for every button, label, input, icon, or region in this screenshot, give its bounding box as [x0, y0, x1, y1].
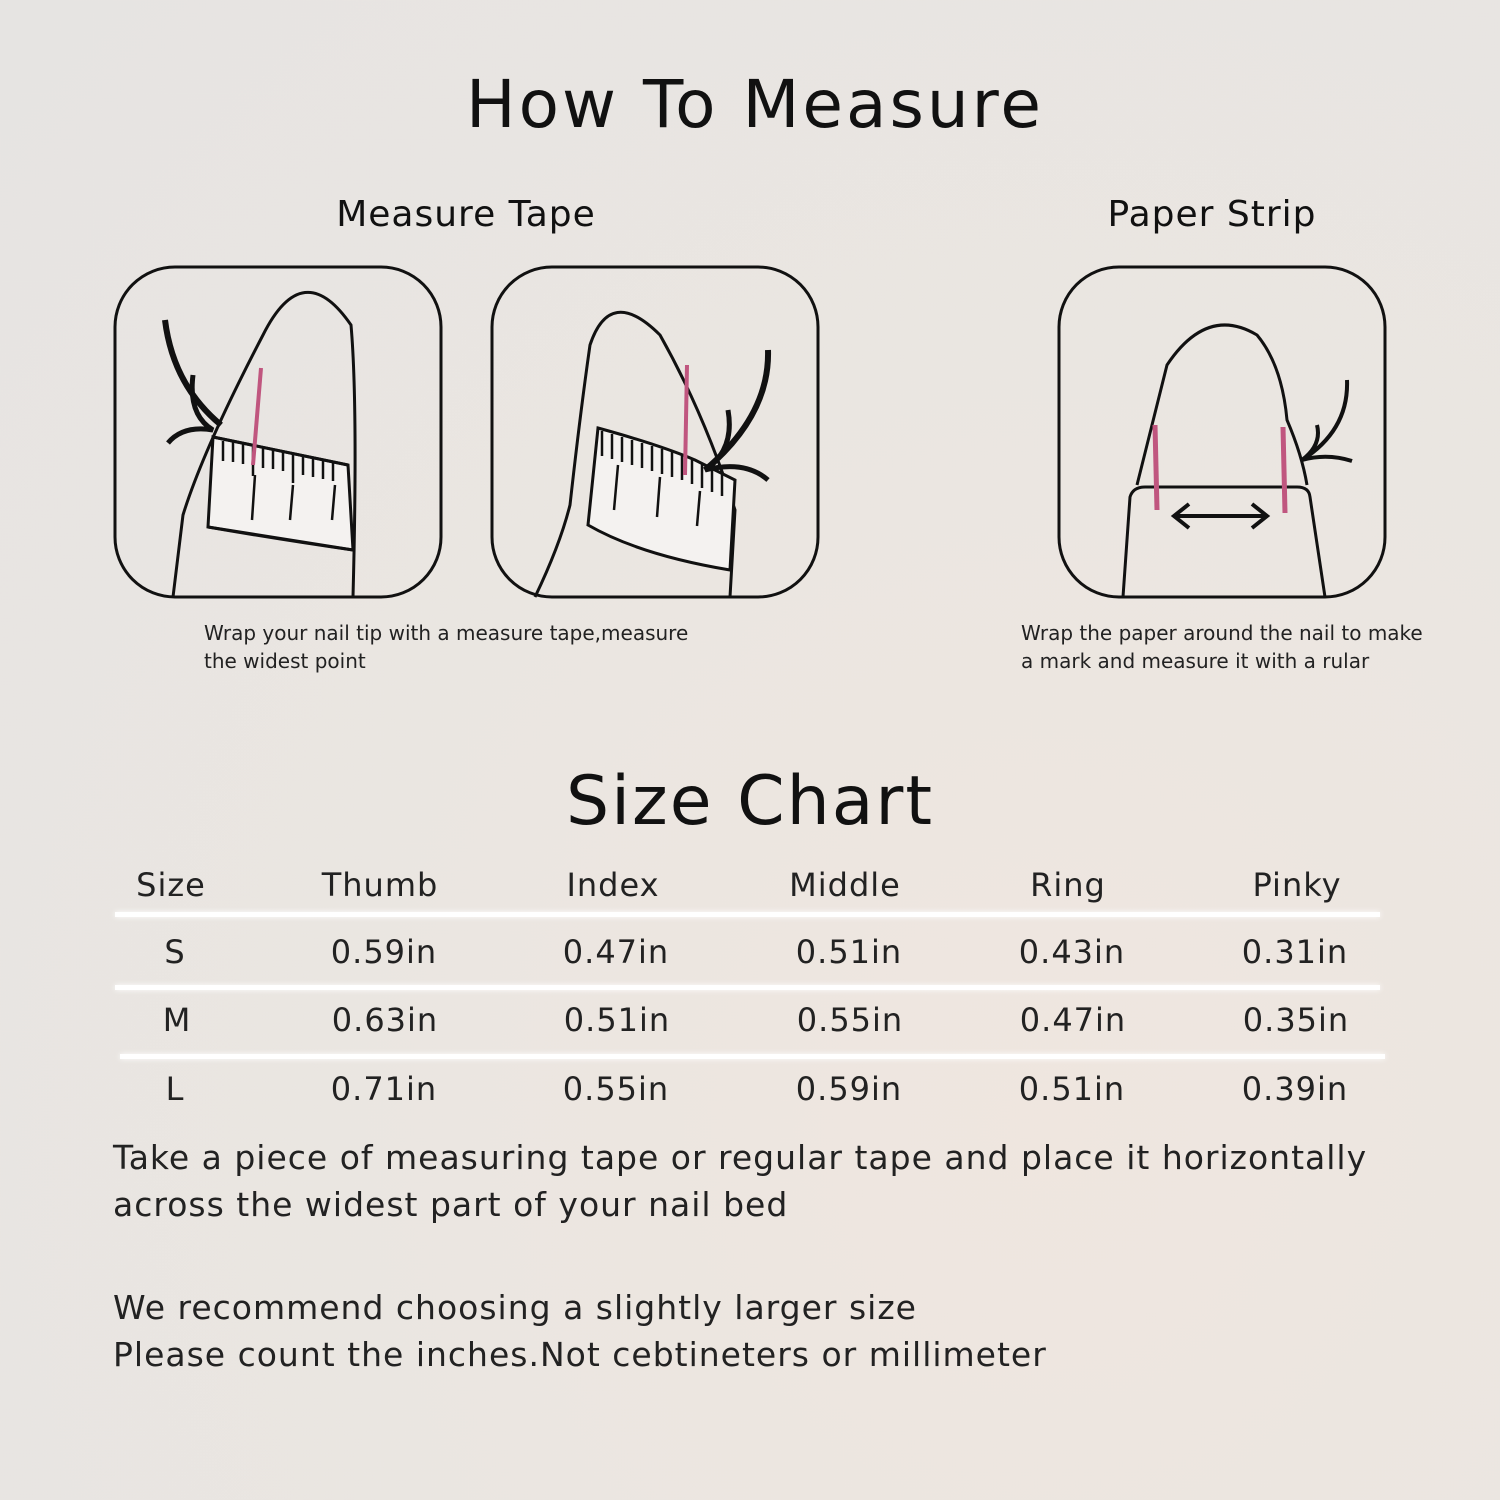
cell-size: M — [162, 1001, 192, 1039]
header-size: Size — [136, 866, 206, 904]
cell-ring: 0.43in — [1018, 933, 1126, 971]
paper-strip-heading: Paper Strip — [1107, 194, 1317, 235]
size-recommendation: We recommend choosing a slightly larger … — [113, 1284, 1047, 1378]
cell-thumb: 0.71in — [330, 1070, 438, 1108]
cell-middle: 0.59in — [795, 1070, 903, 1108]
size-chart-title: Size Chart — [565, 762, 935, 841]
table-header: Size Thumb Index Middle Ring Pinky — [0, 866, 1500, 906]
header-ring: Ring — [1030, 866, 1106, 904]
caption-line: Wrap your nail tip with a measure tape,m… — [204, 621, 689, 645]
header-pinky: Pinky — [1252, 866, 1342, 904]
table-row: L 0.71in 0.55in 0.59in 0.51in 0.39in — [0, 1070, 1500, 1110]
page-title: How To Measure — [466, 66, 1044, 143]
cell-thumb: 0.63in — [331, 1001, 439, 1039]
table-row: M 0.63in 0.51in 0.55in 0.47in 0.35in — [0, 1001, 1500, 1041]
tape-instructions: Take a piece of measuring tape or regula… — [113, 1134, 1367, 1228]
caption-line: a mark and measure it with a rular — [1021, 649, 1370, 673]
note-line: We recommend choosing a slightly larger … — [113, 1288, 917, 1327]
table-row: S 0.59in 0.47in 0.51in 0.43in 0.31in — [0, 933, 1500, 973]
divider — [115, 985, 1380, 990]
header-thumb: Thumb — [321, 866, 439, 904]
cell-pinky: 0.35in — [1242, 1001, 1350, 1039]
caption-line: Wrap the paper around the nail to make — [1021, 621, 1423, 645]
cell-size: S — [164, 933, 186, 971]
paper-strip-illustration — [1057, 265, 1387, 599]
divider — [115, 912, 1380, 917]
cell-middle: 0.51in — [795, 933, 903, 971]
cell-size: L — [165, 1070, 185, 1108]
cell-pinky: 0.31in — [1241, 933, 1349, 971]
cell-pinky: 0.39in — [1241, 1070, 1349, 1108]
measure-tape-caption: Wrap your nail tip with a measure tape,m… — [204, 619, 688, 675]
measure-tape-illustration-1 — [113, 265, 443, 599]
paper-strip-caption: Wrap the paper around the nail to make a… — [1021, 619, 1423, 675]
measure-tape-illustration-2 — [490, 265, 820, 599]
cell-ring: 0.51in — [1018, 1070, 1126, 1108]
cell-index: 0.47in — [562, 933, 670, 971]
note-line: Please count the inches.Not cebtineters … — [113, 1335, 1047, 1374]
header-middle: Middle — [789, 866, 901, 904]
measure-tape-heading: Measure Tape — [336, 194, 596, 235]
note-line: Take a piece of measuring tape or regula… — [113, 1138, 1368, 1177]
header-index: Index — [566, 866, 660, 904]
cell-thumb: 0.59in — [330, 933, 438, 971]
divider — [120, 1054, 1385, 1059]
cell-index: 0.51in — [563, 1001, 671, 1039]
cell-index: 0.55in — [562, 1070, 670, 1108]
caption-line: the widest point — [204, 649, 366, 673]
cell-ring: 0.47in — [1019, 1001, 1127, 1039]
note-line: across the widest part of your nail bed — [113, 1185, 789, 1224]
cell-middle: 0.55in — [796, 1001, 904, 1039]
